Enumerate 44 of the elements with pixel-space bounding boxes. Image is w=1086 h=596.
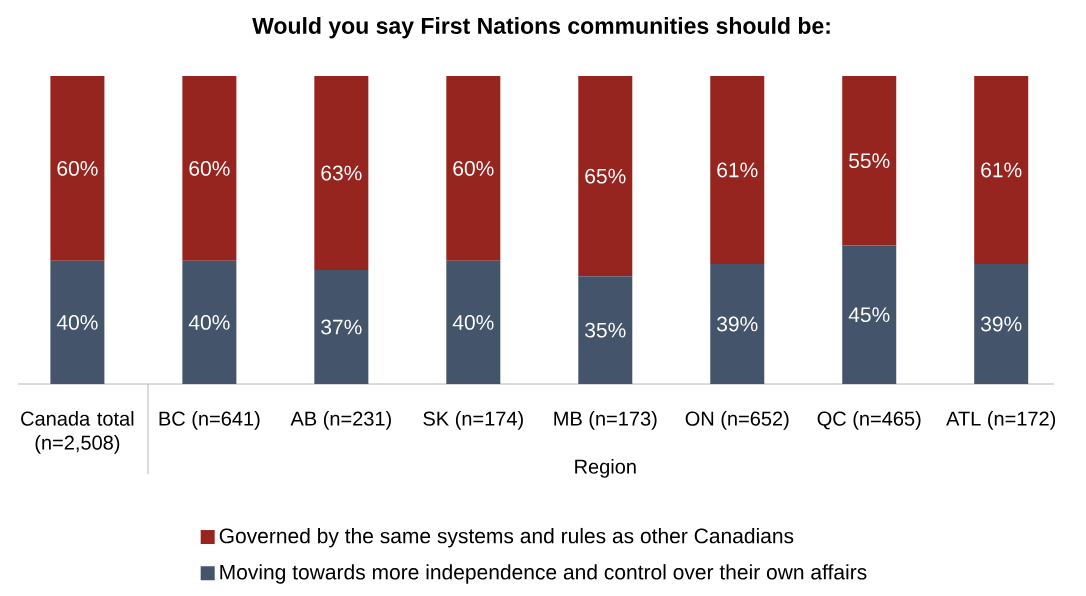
x-tick-label: AB (n=231) [290,411,391,430]
legend-label: Moving towards more independence and control over their own affairs [220,564,867,584]
bar [974,263,1029,384]
x-tick-label: QC (n=465) [817,411,921,430]
legend-label: Governed by the same systems and rules as other Canadians [219,527,794,548]
x-tick-label: Canada total (n=2,508) [21,411,134,454]
x-tick-label: ATL (n=172) [946,411,1056,430]
bar [842,76,897,246]
text: Region [575,459,636,478]
bar [446,260,501,384]
data-label: 60% [453,160,494,176]
bar [578,276,633,384]
bar [578,76,633,277]
data-label: 45% [848,307,890,323]
data-label: 60% [189,160,230,176]
bar [50,260,105,384]
bar [50,76,105,261]
bar [182,260,237,384]
bar [314,76,369,271]
bar [446,76,501,261]
bar [710,263,765,384]
x-tick-label: MB (n=173) [554,411,657,430]
data-label: 39% [717,316,758,332]
x-tick-label: ON (n=652) [685,411,789,430]
data-label: 60% [57,160,98,176]
data-label: 35% [585,322,626,338]
data-label: 63% [321,165,362,181]
bar [974,76,1029,264]
bar [314,270,369,384]
bar [182,76,237,261]
data-label: 61% [981,162,1022,178]
bar [842,245,897,384]
x-tick-label: BC (n=641) [159,411,260,430]
data-label: 55% [849,153,890,169]
data-label: 65% [585,168,626,184]
chart-title: Would you say First Nations communities should be: [252,17,830,39]
bar [710,76,765,264]
data-label: 40% [56,314,98,330]
data-label: 40% [452,314,494,330]
data-label: 40% [188,314,230,330]
x-tick-label: SK (n=174) [423,411,523,430]
data-label: 61% [717,162,758,178]
data-label: 37% [321,319,362,335]
data-label: 39% [980,316,1022,332]
